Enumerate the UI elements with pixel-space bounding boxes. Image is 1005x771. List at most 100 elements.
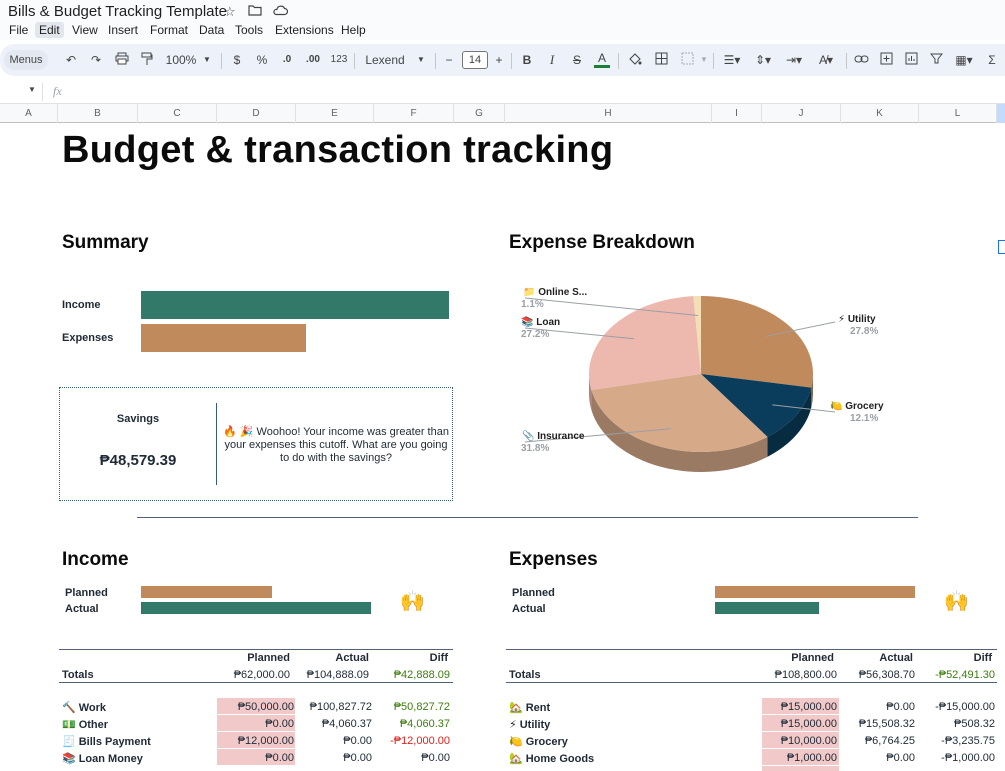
- menu-tools[interactable]: Tools: [235, 23, 264, 37]
- text-color-button[interactable]: A: [594, 52, 610, 68]
- income-total-planned: ₱62,000.00: [233, 669, 290, 681]
- font-select[interactable]: Lexend: [365, 53, 405, 67]
- expense-row-actual: ₱0.00: [886, 701, 915, 713]
- pie-slice[interactable]: [591, 374, 768, 452]
- redo-icon[interactable]: ↷: [90, 53, 102, 67]
- search-menus-button[interactable]: Menus: [4, 50, 48, 70]
- insert-comment-icon[interactable]: [878, 52, 894, 69]
- expense-pie-chart[interactable]: [505, 282, 925, 482]
- expense-row-planned[interactable]: ₱15,000.00: [780, 718, 837, 730]
- menu-help[interactable]: Help: [341, 23, 366, 37]
- cloud-status-icon[interactable]: [272, 4, 289, 19]
- percent-format-button[interactable]: %: [256, 53, 268, 67]
- income-row-planned[interactable]: ₱12,000.00: [237, 735, 294, 747]
- move-folder-icon[interactable]: [248, 4, 262, 19]
- savings-box: [59, 387, 453, 501]
- menu-insert[interactable]: Insert: [108, 23, 139, 37]
- formula-input[interactable]: [74, 82, 994, 102]
- menu-extensions[interactable]: Extensions: [275, 23, 334, 37]
- currency-format-button[interactable]: $: [233, 53, 241, 67]
- strikethrough-button[interactable]: S: [572, 53, 581, 67]
- column-c-header[interactable]: C: [138, 104, 217, 123]
- chart-selection-handle[interactable]: [998, 240, 1005, 254]
- text-wrapping-icon[interactable]: ⇥▾: [785, 53, 803, 67]
- pie-slice[interactable]: [589, 296, 701, 391]
- savings-message: Woohoo! Your income was greater than you…: [224, 426, 449, 464]
- horizontal-align-icon[interactable]: ☰▾: [723, 53, 741, 67]
- expense-row-diff: -₱1,000.00: [941, 752, 995, 764]
- document-title[interactable]: Bills & Budget Tracking Template: [8, 3, 228, 20]
- paint-format-icon[interactable]: [140, 52, 154, 70]
- borders-icon[interactable]: [653, 52, 669, 69]
- column-b-header[interactable]: B: [58, 104, 138, 123]
- expense-row-planned[interactable]: ₱10,000.00: [780, 735, 837, 747]
- expense-row-name[interactable]: 🍋 Grocery: [509, 736, 568, 748]
- column-e-header[interactable]: E: [296, 104, 374, 123]
- zoom-select[interactable]: 100%: [165, 53, 197, 67]
- insert-chart-icon[interactable]: [903, 52, 919, 69]
- planned-cell-highlight: [762, 732, 839, 748]
- column-k-header[interactable]: K: [841, 104, 919, 123]
- decrease-decimal-button[interactable]: .0: [282, 54, 292, 65]
- income-row-planned[interactable]: ₱0.00: [265, 752, 294, 764]
- pie-leader-line: [524, 297, 699, 317]
- chevron-down-icon[interactable]: ▼: [700, 55, 708, 64]
- text-rotation-icon[interactable]: A̸▾: [818, 53, 834, 67]
- star-icon[interactable]: ☆: [224, 4, 236, 19]
- filter-views-icon[interactable]: ▦▾: [955, 53, 973, 67]
- column-g-header[interactable]: G: [454, 104, 505, 123]
- font-size-input[interactable]: 14: [462, 51, 488, 69]
- expense-row-name[interactable]: 🏡 Home Goods: [509, 753, 595, 765]
- decrease-font-size-button[interactable]: −: [445, 53, 453, 67]
- merge-cells-icon[interactable]: [679, 52, 695, 69]
- menu-data[interactable]: Data: [199, 23, 225, 37]
- raised-hands-icon: 🙌: [944, 591, 969, 613]
- fill-color-icon[interactable]: [627, 52, 643, 70]
- income-row-planned[interactable]: ₱0.00: [265, 718, 294, 730]
- column-h-header[interactable]: H: [505, 104, 712, 123]
- menu-edit[interactable]: Edit: [35, 22, 64, 38]
- undo-icon[interactable]: ↶: [65, 53, 77, 67]
- formula-divider: [42, 83, 43, 101]
- expense-row-name[interactable]: ⚡ Utility: [509, 719, 551, 731]
- menu-view[interactable]: View: [72, 23, 98, 37]
- formula-bar: ▼ fx: [0, 80, 1005, 104]
- column-d-header[interactable]: D: [217, 104, 296, 123]
- column-f-header[interactable]: F: [374, 104, 454, 123]
- name-box-dropdown-icon[interactable]: ▼: [28, 85, 36, 94]
- menu-format[interactable]: Format: [150, 23, 189, 37]
- chevron-down-icon[interactable]: ▼: [417, 55, 425, 64]
- increase-decimal-button[interactable]: .00: [306, 54, 320, 65]
- column-l-header[interactable]: L: [919, 104, 997, 123]
- column-j-header[interactable]: J: [762, 104, 841, 123]
- income-row-name[interactable]: 🔨 Work: [62, 702, 107, 714]
- income-row-name[interactable]: 📚 Loan Money: [62, 753, 143, 765]
- filter-icon[interactable]: [928, 52, 944, 69]
- expenses-planned-label: Planned: [512, 587, 555, 599]
- chevron-down-icon[interactable]: ▼: [203, 55, 211, 64]
- planned-cell-highlight: [217, 698, 295, 714]
- print-icon[interactable]: [114, 52, 130, 69]
- bold-button[interactable]: B: [522, 53, 532, 67]
- income-row-name[interactable]: 💵 Other: [62, 719, 109, 731]
- expense-row-planned[interactable]: ₱15,000.00: [780, 701, 837, 713]
- functions-icon[interactable]: Σ: [988, 53, 996, 67]
- column-m-header-partial[interactable]: [997, 104, 1005, 123]
- expense-row-planned[interactable]: ₱1,000.00: [786, 752, 837, 764]
- vertical-align-icon[interactable]: ⇕▾: [754, 53, 772, 67]
- fx-icon: fx: [53, 84, 62, 98]
- pie-slice[interactable]: [701, 296, 813, 388]
- more-formats-button[interactable]: 123: [330, 54, 348, 65]
- pie-slice[interactable]: [701, 374, 812, 437]
- insert-link-icon[interactable]: [853, 52, 869, 68]
- income-row-name[interactable]: 🧾 Bills Payment: [62, 736, 151, 748]
- expense-row-name[interactable]: 🏡 Rent: [509, 702, 551, 714]
- income-row-planned[interactable]: ₱50,000.00: [237, 701, 294, 713]
- menu-file[interactable]: File: [9, 23, 29, 37]
- increase-font-size-button[interactable]: +: [495, 53, 503, 67]
- column-i-header[interactable]: I: [712, 104, 762, 123]
- column-a-header[interactable]: A: [0, 104, 58, 123]
- italic-button[interactable]: I: [549, 52, 555, 67]
- title-bar: Bills & Budget Tracking Template ☆: [0, 0, 1005, 22]
- expenses-actual-bar: [715, 602, 819, 614]
